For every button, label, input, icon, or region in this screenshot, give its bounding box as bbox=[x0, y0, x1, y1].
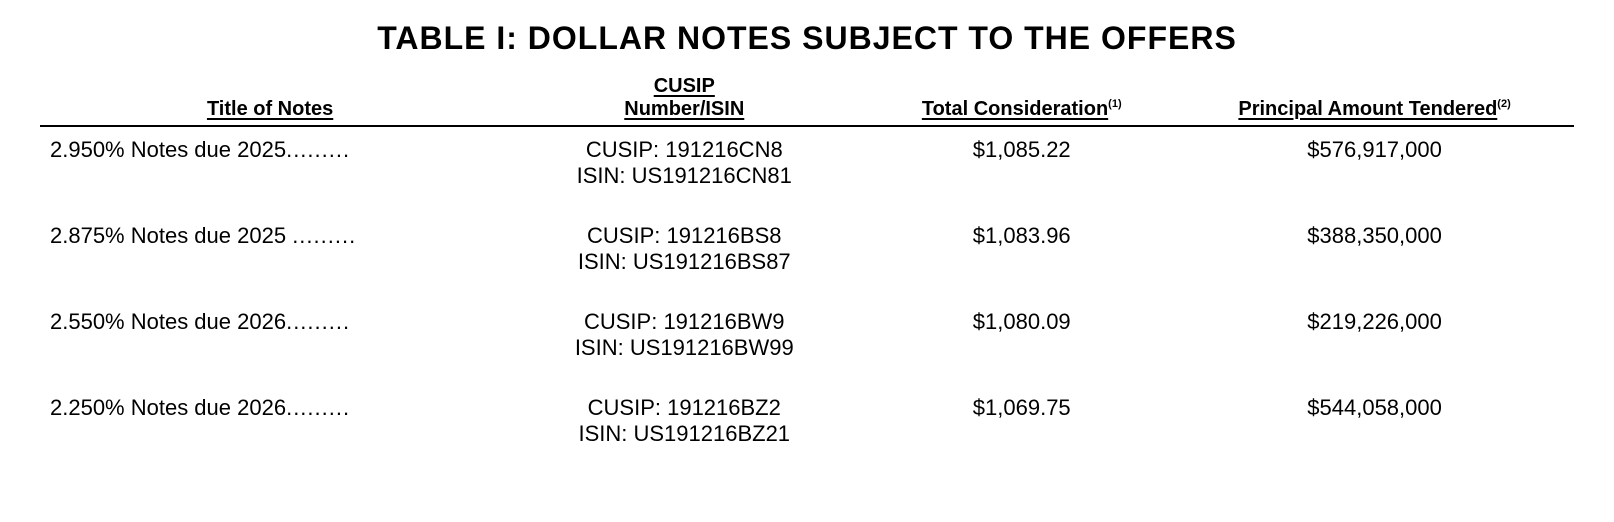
cell-title: 2.550% Notes due 2026......... bbox=[40, 299, 500, 385]
cell-tendered: $544,058,000 bbox=[1175, 385, 1574, 471]
cell-title: 2.250% Notes due 2026......... bbox=[40, 385, 500, 471]
table-title: TABLE I: DOLLAR NOTES SUBJECT TO THE OFF… bbox=[40, 20, 1574, 57]
col-header-tendered: Principal Amount Tendered(2) bbox=[1175, 75, 1574, 126]
col-header-cusip: CUSIP Number/ISIN bbox=[500, 75, 868, 126]
cell-cusip: CUSIP: 191216BW9 ISIN: US191216BW99 bbox=[500, 299, 868, 385]
col-header-title: Title of Notes bbox=[40, 75, 500, 126]
cell-title: 2.950% Notes due 2025......... bbox=[40, 126, 500, 213]
cell-title: 2.875% Notes due 2025 ......... bbox=[40, 213, 500, 299]
cell-cusip: CUSIP: 191216CN8 ISIN: US191216CN81 bbox=[500, 126, 868, 213]
col-header-consideration: Total Consideration(1) bbox=[868, 75, 1175, 126]
header-row: Title of Notes CUSIP Number/ISIN Total C… bbox=[40, 75, 1574, 126]
cell-tendered: $388,350,000 bbox=[1175, 213, 1574, 299]
cell-consideration: $1,080.09 bbox=[868, 299, 1175, 385]
cell-consideration: $1,083.96 bbox=[868, 213, 1175, 299]
cell-tendered: $219,226,000 bbox=[1175, 299, 1574, 385]
table-row: 2.550% Notes due 2026......... CUSIP: 19… bbox=[40, 299, 1574, 385]
cell-consideration: $1,085.22 bbox=[868, 126, 1175, 213]
cell-tendered: $576,917,000 bbox=[1175, 126, 1574, 213]
table-row: 2.250% Notes due 2026......... CUSIP: 19… bbox=[40, 385, 1574, 471]
table-row: 2.875% Notes due 2025 ......... CUSIP: 1… bbox=[40, 213, 1574, 299]
cell-cusip: CUSIP: 191216BZ2 ISIN: US191216BZ21 bbox=[500, 385, 868, 471]
table-row: 2.950% Notes due 2025......... CUSIP: 19… bbox=[40, 126, 1574, 213]
cell-cusip: CUSIP: 191216BS8 ISIN: US191216BS87 bbox=[500, 213, 868, 299]
cell-consideration: $1,069.75 bbox=[868, 385, 1175, 471]
notes-table: Title of Notes CUSIP Number/ISIN Total C… bbox=[40, 75, 1574, 471]
